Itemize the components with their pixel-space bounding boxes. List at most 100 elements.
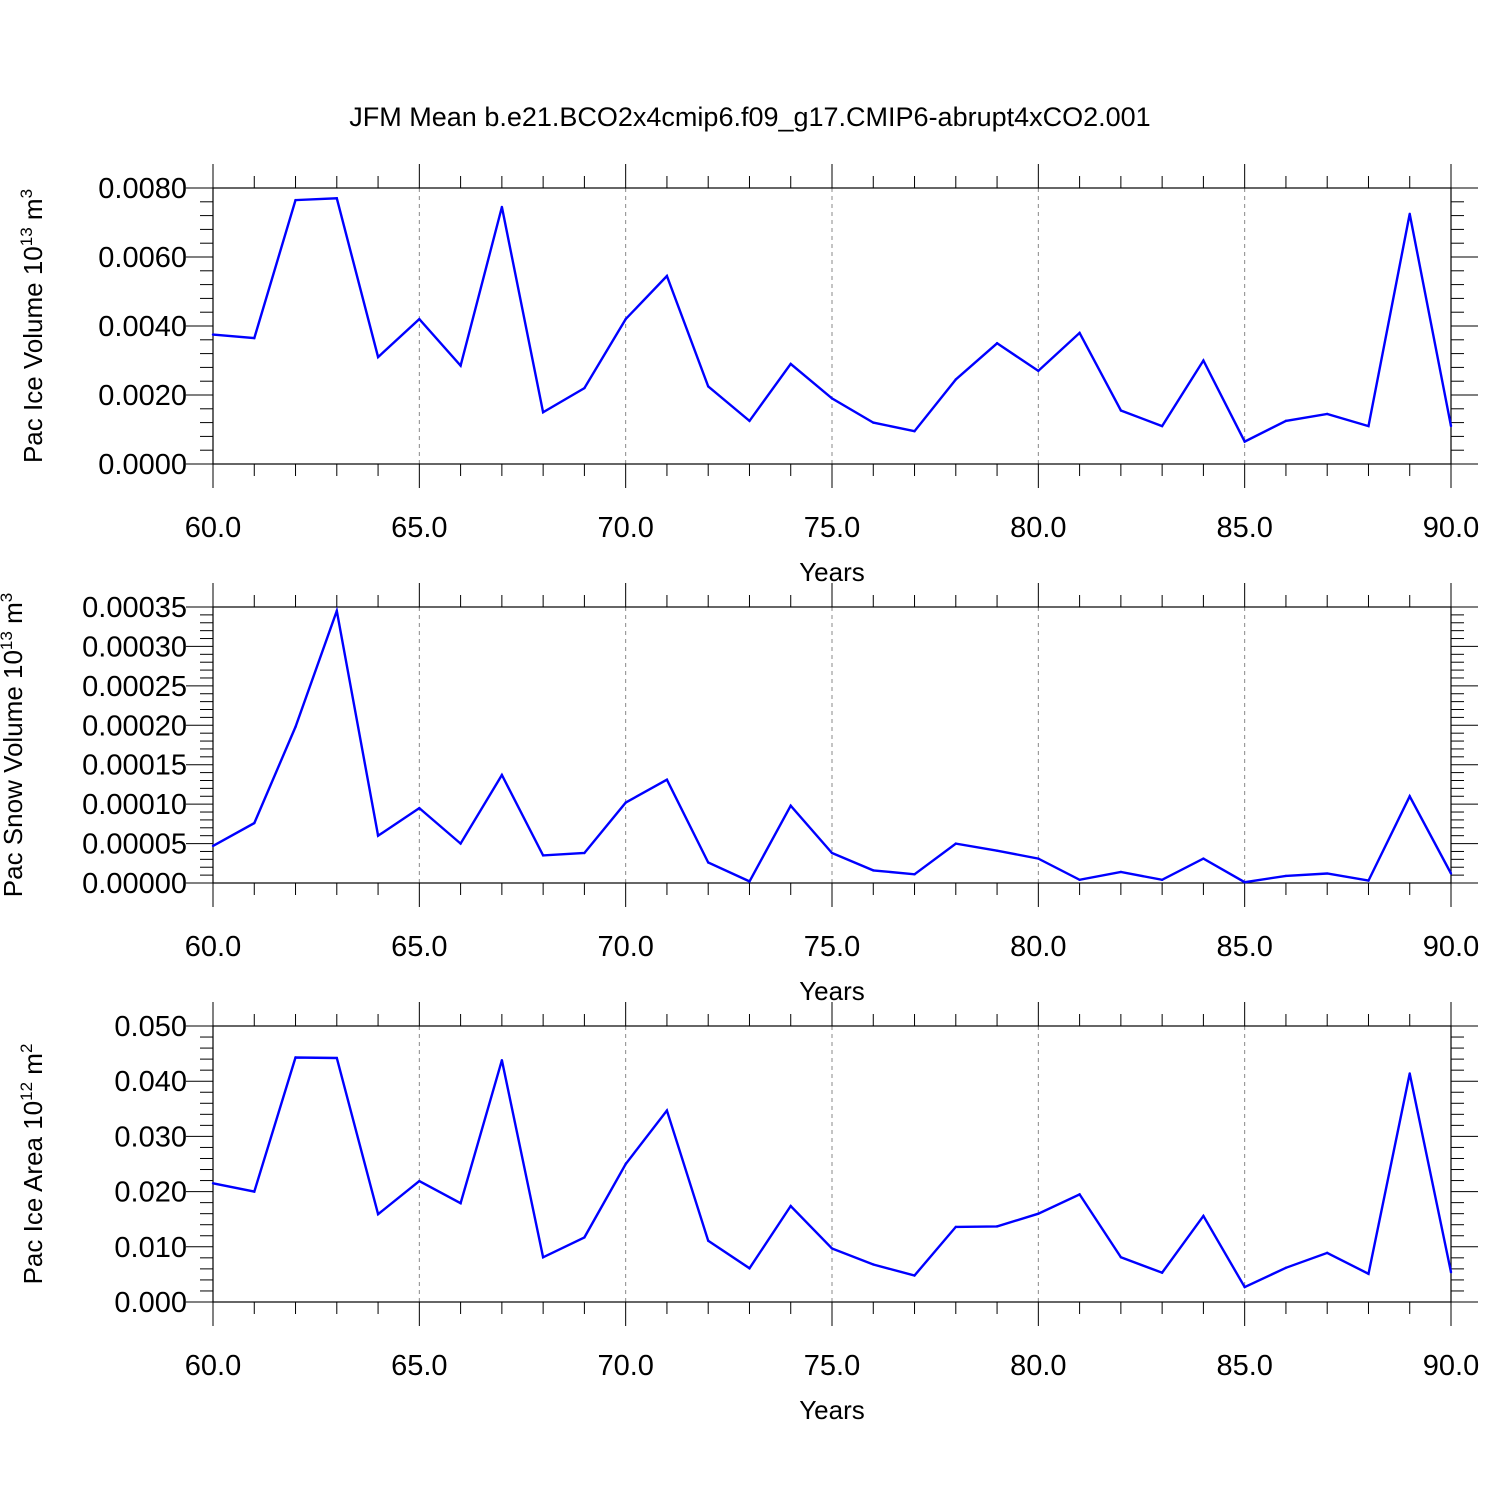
x-axis-label: Years bbox=[799, 976, 865, 1006]
data-point bbox=[1202, 857, 1205, 860]
x-tick-label: 75.0 bbox=[804, 512, 860, 544]
data-point bbox=[830, 397, 834, 400]
y-tick-label: 0.00025 bbox=[82, 671, 187, 703]
data-point bbox=[789, 804, 792, 807]
data-point bbox=[418, 806, 421, 810]
data-point bbox=[1037, 1212, 1040, 1215]
data-point bbox=[995, 1225, 999, 1228]
data-point bbox=[335, 609, 338, 613]
data-point bbox=[954, 378, 957, 381]
data-point bbox=[1119, 1256, 1123, 1259]
x-tick-label: 90.0 bbox=[1423, 512, 1479, 544]
y-axis-label-superscript: 3 bbox=[0, 593, 16, 602]
panels: 60.0 65.0 70.0 75.0 80.0 85.0 90.0 0.0000 0.0020… bbox=[0, 164, 1479, 1425]
data-point bbox=[830, 1247, 834, 1250]
y-tick-label: 0.0000 bbox=[98, 449, 187, 481]
data-point bbox=[995, 849, 999, 852]
y-tick-label: 0.020 bbox=[114, 1177, 187, 1209]
panel-snow-volume: 60.0 65.0 70.0 75.0 80.0 85.0 90.0 0.00000 0.000… bbox=[0, 583, 1479, 1006]
data-point bbox=[707, 861, 710, 864]
data-point bbox=[500, 773, 504, 777]
data-point bbox=[1408, 1072, 1411, 1075]
y-axis-label: Pac Ice Area 1012 m2 bbox=[17, 1044, 48, 1285]
data-point bbox=[335, 197, 338, 200]
data-point bbox=[211, 333, 215, 336]
data-point bbox=[1202, 359, 1205, 362]
x-tick-label: 70.0 bbox=[597, 512, 653, 544]
data-point bbox=[707, 385, 710, 388]
data-point bbox=[376, 834, 380, 837]
x-tick-label: 80.0 bbox=[1010, 1350, 1066, 1382]
y-axis-label-superscript: 3 bbox=[17, 189, 36, 198]
data-point bbox=[1449, 1270, 1453, 1274]
data-point bbox=[665, 778, 669, 781]
data-point bbox=[1119, 870, 1123, 874]
data-point bbox=[1037, 369, 1040, 373]
data-point bbox=[830, 851, 834, 855]
y-tick-label: 0.00035 bbox=[82, 592, 187, 624]
data-point bbox=[1449, 424, 1453, 428]
data-point bbox=[500, 1059, 504, 1062]
data-point bbox=[954, 1225, 957, 1229]
data-point bbox=[1078, 878, 1081, 882]
data-point bbox=[872, 869, 875, 872]
x-tick-label: 85.0 bbox=[1216, 512, 1272, 544]
y-tick-label: 0.00020 bbox=[82, 710, 187, 742]
data-point bbox=[1160, 424, 1164, 428]
y-axis-label-part: Pac Snow Volume 10 bbox=[0, 650, 28, 897]
data-point bbox=[707, 1239, 710, 1242]
x-tick-label: 65.0 bbox=[391, 512, 447, 544]
x-tick-label: 60.0 bbox=[185, 512, 241, 544]
data-point bbox=[1326, 872, 1329, 875]
data-point bbox=[872, 1263, 875, 1266]
y-axis-label-superscript: 2 bbox=[17, 1044, 36, 1053]
data-point bbox=[1202, 1214, 1205, 1218]
data-point bbox=[995, 342, 999, 345]
y-tick-label: 0.00030 bbox=[82, 631, 187, 663]
data-point bbox=[954, 842, 957, 845]
data-point bbox=[1408, 795, 1411, 798]
data-point bbox=[1243, 881, 1246, 884]
x-tick-label: 65.0 bbox=[391, 931, 447, 963]
x-tick-label: 65.0 bbox=[391, 1350, 447, 1382]
y-axis-label-part: m bbox=[0, 602, 28, 631]
data-point bbox=[211, 844, 215, 848]
data-point bbox=[1160, 878, 1164, 882]
data-point bbox=[1326, 1251, 1329, 1255]
data-point bbox=[459, 1201, 462, 1205]
data-point bbox=[1326, 412, 1329, 416]
y-axis-label-superscript: 12 bbox=[17, 1082, 36, 1101]
y-tick-label: 0.00005 bbox=[82, 829, 187, 861]
data-point bbox=[1037, 857, 1040, 860]
x-tick-label: 60.0 bbox=[185, 931, 241, 963]
data-point bbox=[583, 851, 586, 855]
x-axis-label: Years bbox=[799, 1395, 865, 1425]
data-point bbox=[294, 1056, 297, 1059]
data-point bbox=[253, 336, 256, 340]
x-tick-label: 90.0 bbox=[1423, 1350, 1479, 1382]
data-point bbox=[665, 1109, 669, 1112]
x-tick-label: 80.0 bbox=[1010, 931, 1066, 963]
data-point bbox=[624, 1162, 627, 1166]
data-point bbox=[1408, 212, 1411, 216]
y-axis-label-part: Pac Ice Area 10 bbox=[18, 1101, 48, 1285]
data-point bbox=[872, 421, 875, 424]
y-tick-label: 0.040 bbox=[114, 1066, 187, 1098]
data-point bbox=[583, 386, 586, 390]
data-point bbox=[459, 842, 462, 845]
figure-title: JFM Mean b.e21.BCO2x4cmip6.f09_g17.CMIP6… bbox=[349, 102, 1150, 132]
x-tick-label: 70.0 bbox=[597, 931, 653, 963]
data-point bbox=[789, 1204, 792, 1208]
y-axis-label-part: m bbox=[18, 198, 48, 227]
data-point bbox=[748, 1267, 751, 1270]
x-tick-label: 60.0 bbox=[185, 1350, 241, 1382]
data-point bbox=[583, 1236, 586, 1239]
data-point bbox=[1078, 331, 1081, 335]
data-point bbox=[913, 873, 916, 876]
data-point bbox=[1367, 879, 1370, 882]
data-point bbox=[1367, 1272, 1370, 1276]
y-axis-label-part: Pac Ice Volume 10 bbox=[18, 246, 48, 463]
y-tick-label: 0.0080 bbox=[98, 173, 187, 205]
